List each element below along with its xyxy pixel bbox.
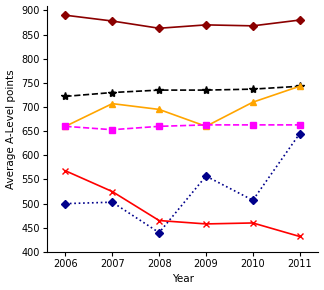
X-axis label: Year: Year bbox=[172, 274, 193, 284]
Y-axis label: Average A-Level points: Average A-Level points bbox=[6, 69, 16, 188]
